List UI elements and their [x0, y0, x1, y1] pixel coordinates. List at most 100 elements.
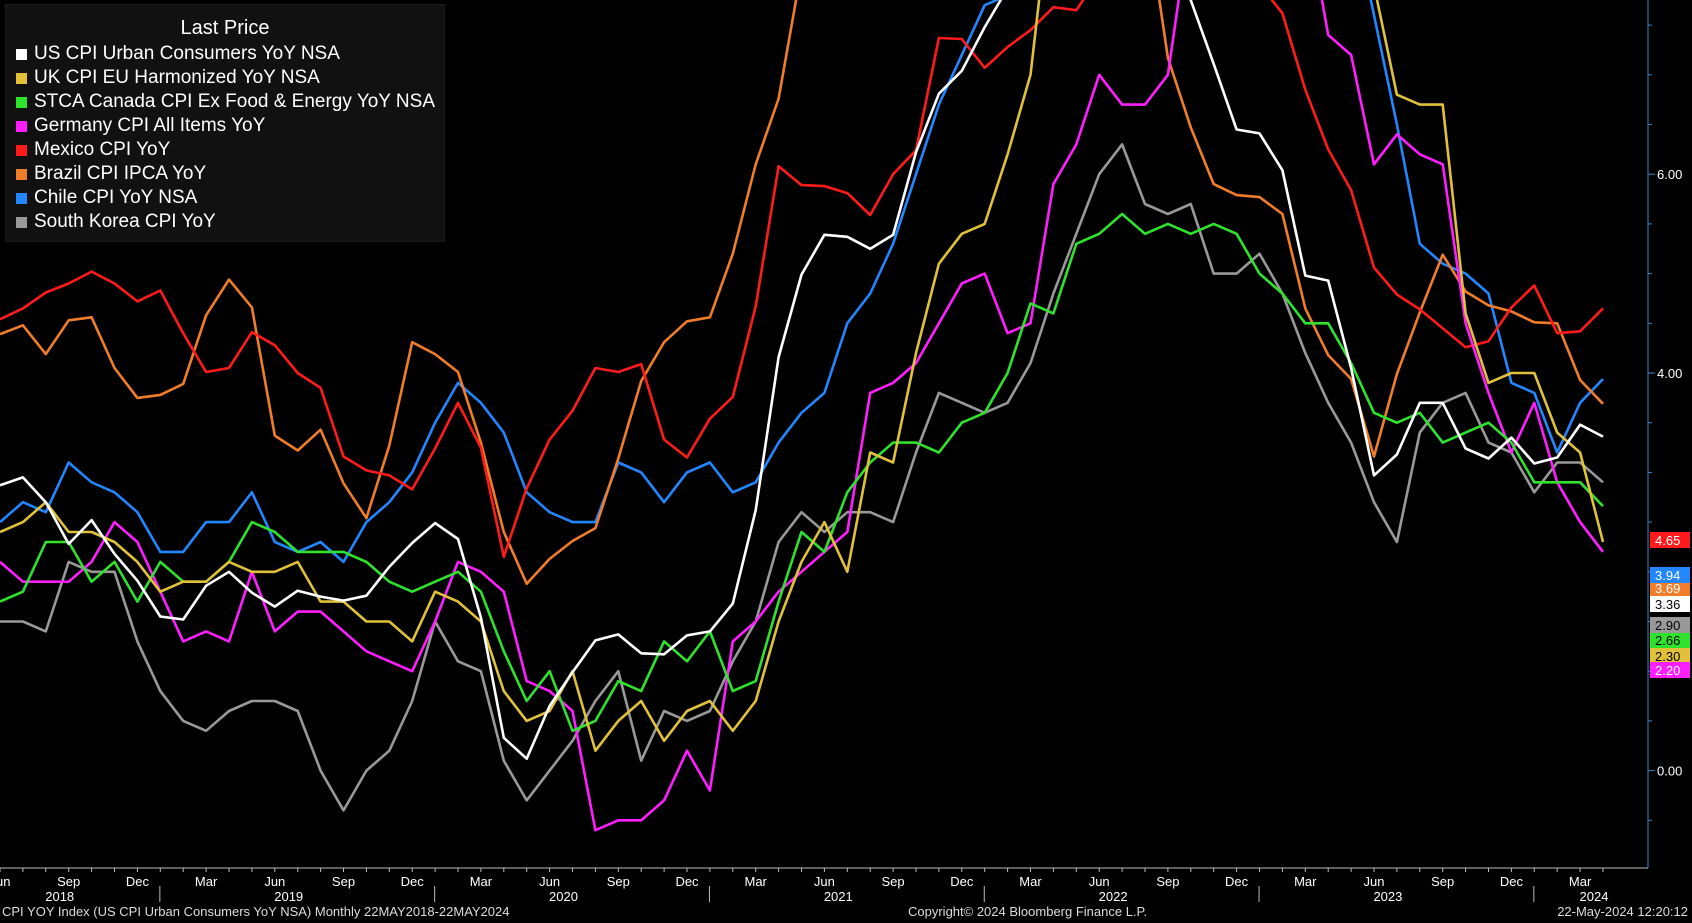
x-tick-label: Dec — [401, 874, 425, 889]
y-axis: 0.002.004.006.008.0010.0012.0014.00 — [1647, 0, 1682, 868]
last-value-text: 3.69 — [1655, 581, 1680, 596]
x-tick-label: Sep — [882, 874, 905, 889]
legend-label: Brazil CPI IPCA YoY — [34, 163, 207, 184]
last-value-box — [1650, 580, 1690, 596]
legend-item: UK CPI EU Harmonized YoY NSA — [16, 66, 434, 90]
last-value-box — [1650, 567, 1690, 583]
last-value-text: 3.94 — [1655, 568, 1680, 583]
legend-swatch — [16, 192, 27, 204]
series-line-5 — [0, 0, 1604, 586]
x-tick-label: Sep — [1431, 874, 1454, 889]
x-tick-label: Jun — [264, 874, 285, 889]
y-tick-label: 4.00 — [1657, 366, 1682, 381]
x-tick-label: Dec — [950, 874, 974, 889]
x-tick-label: Dec — [675, 874, 699, 889]
series-lines — [0, 0, 1605, 832]
y-tick-label: 0.00 — [1657, 764, 1682, 779]
x-year-label: 2021 — [824, 889, 853, 904]
last-value-text: 2.30 — [1655, 649, 1680, 664]
legend-swatch — [16, 120, 27, 132]
legend-swatch — [16, 144, 27, 156]
legend-swatch — [16, 168, 27, 180]
x-tick-label: Sep — [332, 874, 355, 889]
x-tick-label: Mar — [745, 874, 768, 889]
x-year-label: 2023 — [1373, 889, 1402, 904]
series-line-6 — [0, 0, 1604, 564]
series-line-4 — [0, 0, 1604, 559]
x-year-label: 2018 — [45, 889, 74, 904]
x-tick-label: Mar — [195, 874, 218, 889]
last-value-label-6: 3.94 — [1650, 567, 1690, 583]
x-tick-label: Mar — [1019, 874, 1042, 889]
last-value-text: 4.65 — [1655, 533, 1680, 548]
last-value-label-1: 2.30 — [1650, 648, 1690, 664]
x-year-label: 2020 — [549, 889, 578, 904]
legend-item: Brazil CPI IPCA YoY — [16, 162, 434, 186]
x-tick-label: Mar — [1569, 874, 1592, 889]
last-value-box — [1650, 532, 1690, 548]
legend-swatch — [16, 48, 27, 60]
legend-label: Mexico CPI YoY — [34, 139, 171, 160]
series-line-1 — [0, 0, 1605, 753]
legend-label: Germany CPI All Items YoY — [34, 115, 266, 136]
last-value-box — [1650, 648, 1690, 664]
last-value-label-4: 4.65 — [1650, 532, 1690, 548]
chart-legend: Last Price US CPI Urban Consumers YoY NS… — [5, 4, 445, 242]
last-value-text: 2.66 — [1655, 633, 1680, 648]
x-tick-label: Mar — [470, 874, 493, 889]
x-tick-label: Dec — [1500, 874, 1524, 889]
x-axis: Jun Sep Dec Mar Jun Sep Dec Mar Jun Sep Dec Mar Jun S… — [0, 867, 1648, 904]
legend-swatch — [16, 72, 27, 84]
legend-label: STCA Canada CPI Ex Food & Energy YoY NSA — [34, 91, 435, 112]
footer-timestamp: 22-May-2024 12:20:12 — [1557, 904, 1688, 919]
x-tick-label: Jun — [1089, 874, 1110, 889]
x-tick-label: Jun — [814, 874, 835, 889]
last-value-label-2: 2.66 — [1650, 632, 1690, 648]
series-line-7 — [0, 143, 1604, 812]
legend-item: South Korea CPI YoY — [16, 210, 434, 234]
legend-item: US CPI Urban Consumers YoY NSA — [16, 42, 434, 66]
x-year-label: 2024 — [1580, 889, 1609, 904]
legend-label: US CPI Urban Consumers YoY NSA — [34, 43, 340, 64]
last-value-box — [1650, 596, 1690, 612]
last-value-box — [1650, 617, 1690, 633]
legend-label: South Korea CPI YoY — [34, 211, 216, 232]
x-year-label: 2022 — [1099, 889, 1128, 904]
last-value-label-7: 2.90 — [1650, 617, 1690, 633]
last-value-text: 3.36 — [1655, 597, 1680, 612]
x-tick-label: Dec — [1225, 874, 1249, 889]
last-value-text: 2.20 — [1655, 663, 1680, 678]
x-tick-label: Sep — [57, 874, 80, 889]
last-value-text: 2.90 — [1655, 618, 1680, 633]
series-line-3 — [0, 0, 1605, 832]
y-tick-label: 6.00 — [1657, 167, 1682, 182]
legend-title: Last Price — [180, 17, 270, 39]
x-tick-label: Jun — [0, 874, 10, 889]
x-tick-label: Jun — [539, 874, 560, 889]
legend-item: Germany CPI All Items YoY — [16, 114, 434, 138]
legend-item: STCA Canada CPI Ex Food & Energy YoY NSA — [16, 90, 435, 114]
last-value-label-0: 3.36 — [1650, 596, 1690, 612]
last-value-box — [1650, 662, 1690, 678]
legend-label: Chile CPI YoY NSA — [34, 187, 198, 208]
last-value-label-3: 2.20 — [1650, 662, 1690, 678]
footer-copyright: Copyright© 2024 Bloomberg Finance L.P. — [908, 904, 1148, 919]
x-tick-label: Jun — [1364, 874, 1385, 889]
legend-item: Mexico CPI YoY — [16, 138, 434, 162]
x-tick-label: Sep — [607, 874, 630, 889]
legend-swatch — [16, 96, 27, 108]
footer-index-description: CPI YOY Index (US CPI Urban Consumers Yo… — [2, 904, 510, 919]
last-value-label-5: 3.69 — [1650, 580, 1690, 596]
legend-label: UK CPI EU Harmonized YoY NSA — [34, 67, 320, 88]
series-line-2 — [0, 212, 1604, 733]
series-line-0 — [0, 0, 1604, 761]
x-year-label: 2019 — [274, 889, 303, 904]
legend-swatch — [16, 216, 27, 228]
last-value-box — [1650, 632, 1690, 648]
x-tick-label: Dec — [126, 874, 150, 889]
x-tick-label: Mar — [1294, 874, 1317, 889]
x-tick-label: Sep — [1156, 874, 1179, 889]
legend-item: Chile CPI YoY NSA — [16, 186, 434, 210]
last-value-labels: 3.36 2.302.66 2.20 4.65 3.693.94 2.90 — [1650, 532, 1690, 678]
